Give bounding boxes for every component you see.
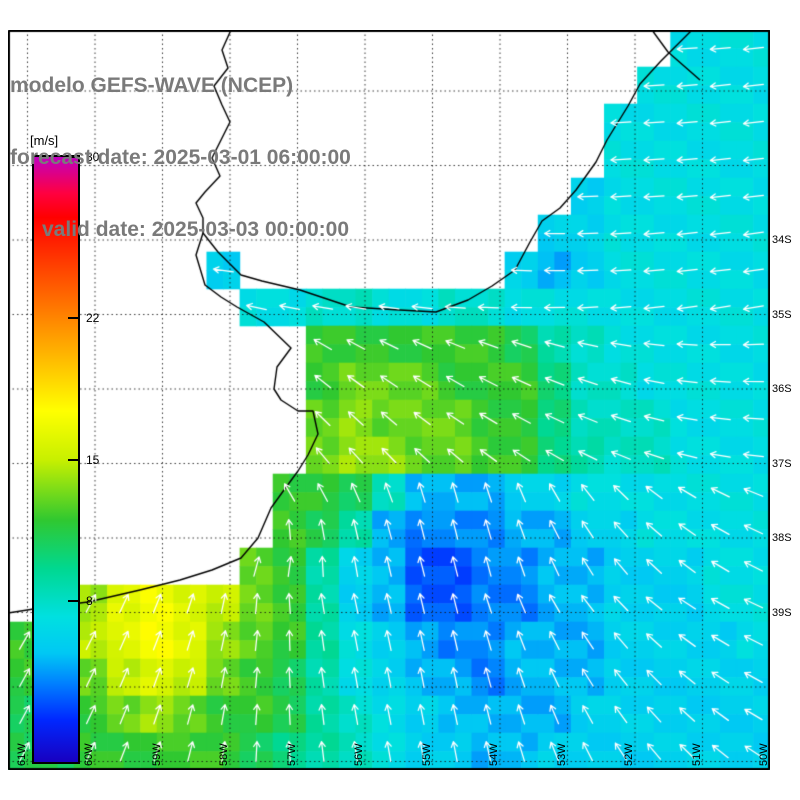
lon-label: 53W bbox=[555, 743, 568, 766]
lon-label: 51W bbox=[690, 743, 703, 766]
forecast-date: forecast date: 2025-03-01 06:00:00 bbox=[10, 146, 351, 169]
colorbar-tick-label: 30 bbox=[86, 150, 100, 164]
lon-label: 52W bbox=[623, 743, 635, 766]
lat-label: 36S bbox=[772, 383, 792, 395]
lon-label: 54W bbox=[488, 743, 500, 766]
model-title: modelo GEFS-WAVE (NCEP) bbox=[10, 74, 294, 97]
colorbar-tick-mark bbox=[68, 156, 78, 158]
lon-label: 59W bbox=[150, 743, 163, 766]
lat-label: 39S bbox=[772, 606, 792, 619]
colorbar-tick-mark bbox=[68, 599, 78, 602]
lon-label: 60W bbox=[83, 743, 95, 766]
lat-label: 37S bbox=[772, 457, 792, 470]
colorbar-tick-label: 22 bbox=[86, 311, 100, 326]
map bbox=[8, 30, 770, 770]
lon-label: 50W bbox=[758, 743, 770, 766]
title-block: modelo GEFS-WAVE (NCEP) forecast date: 2… bbox=[10, 26, 351, 290]
colorbar-tick-mark bbox=[68, 458, 78, 461]
lat-label: 38S bbox=[772, 532, 792, 544]
lon-label: 57W bbox=[285, 743, 298, 766]
valid-date: valid date: 2025-03-03 00:00:00 bbox=[42, 218, 350, 241]
lat-label: 34S bbox=[772, 234, 792, 246]
colorbar-tick-label: 15 bbox=[86, 452, 100, 467]
colorbar-tick-label: 8 bbox=[86, 593, 93, 608]
lon-label: 55W bbox=[420, 743, 433, 766]
lat-label: 35S bbox=[772, 308, 792, 321]
colorbar: [m/s] 30 22 15 8 bbox=[28, 133, 108, 783]
colorbar-tick-mark bbox=[68, 317, 78, 320]
wave-field-canvas bbox=[8, 30, 770, 770]
lon-label: 56W bbox=[353, 743, 365, 766]
colorbar-unit-label: [m/s] bbox=[30, 133, 59, 148]
lon-label: 61W bbox=[15, 743, 28, 766]
lon-label: 58W bbox=[218, 743, 230, 766]
